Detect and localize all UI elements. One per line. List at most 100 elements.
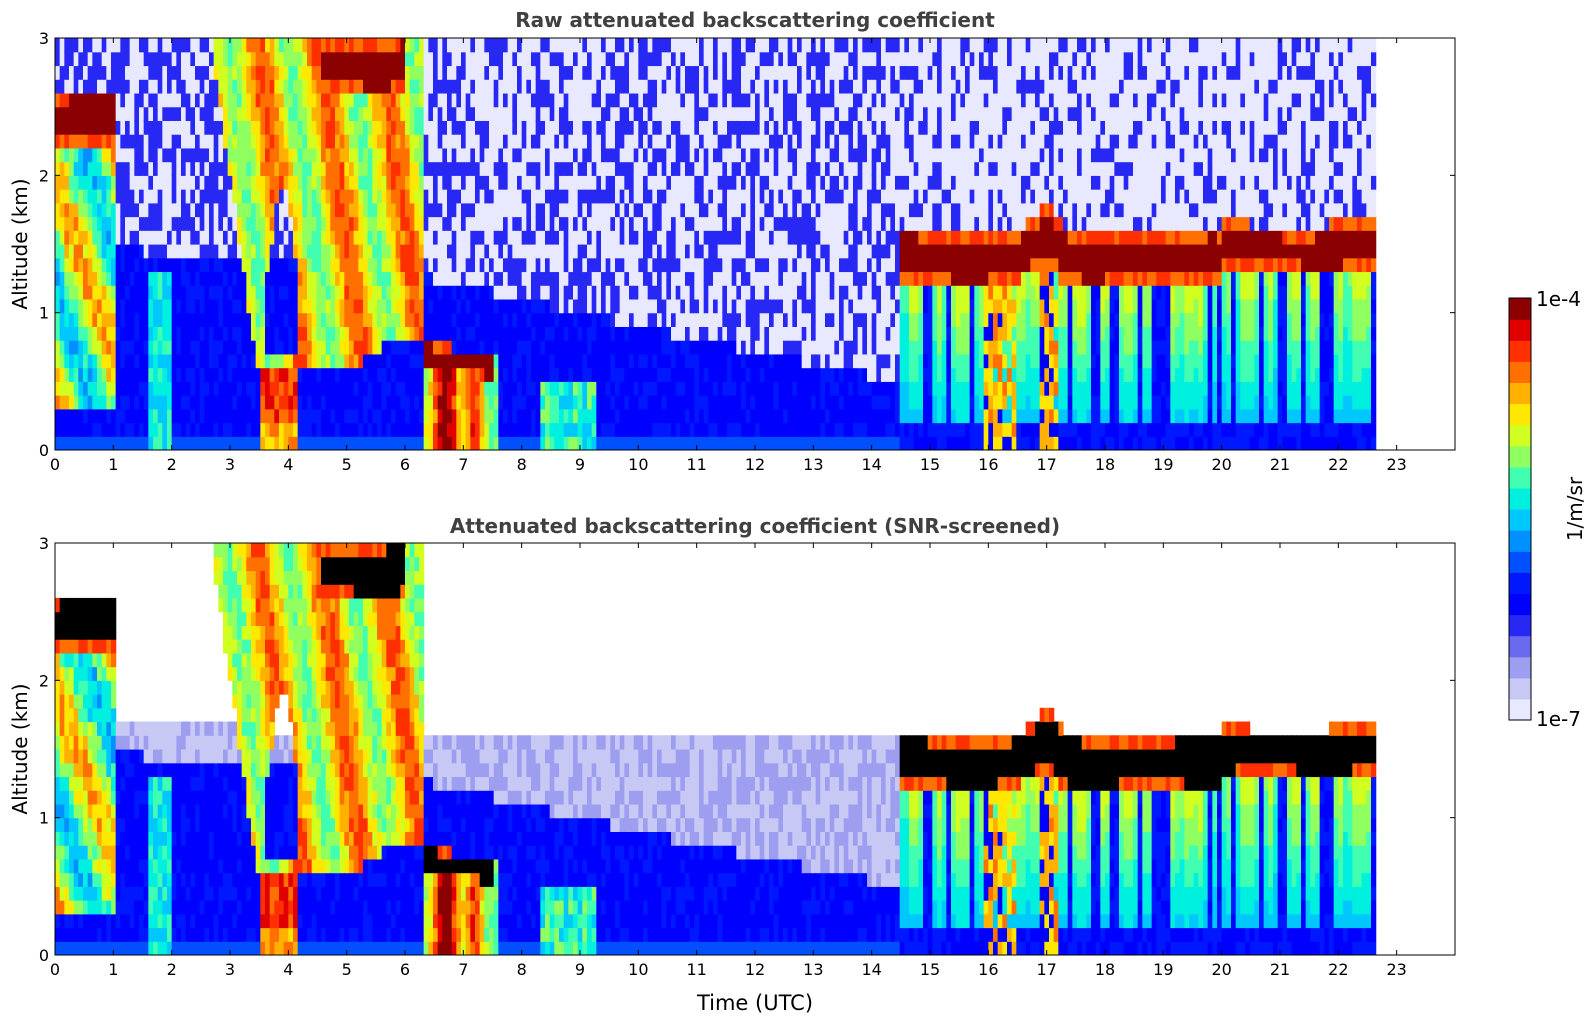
heatmap-cell [447, 202, 453, 218]
heatmap-cell [73, 244, 79, 259]
heatmap-cell [218, 147, 224, 163]
heatmap-cell [386, 312, 392, 327]
heatmap-cell [773, 202, 779, 218]
heatmap-cell [689, 216, 695, 231]
heatmap-cell [325, 367, 331, 382]
heatmap-cell [489, 244, 495, 259]
heatmap-cell [307, 51, 313, 67]
heatmap-cell [176, 298, 182, 314]
heatmap-cell [423, 161, 429, 176]
heatmap-cell [773, 381, 779, 396]
heatmap-cell [535, 340, 541, 355]
heatmap-cell [181, 381, 187, 396]
heatmap-cell [78, 147, 84, 163]
heatmap-cell [727, 106, 733, 121]
heatmap-cell [736, 422, 742, 437]
heatmap-cell [465, 92, 471, 108]
heatmap-cell [769, 326, 775, 341]
heatmap-cell [241, 367, 247, 382]
heatmap-cell [339, 202, 345, 218]
heatmap-cell [381, 353, 387, 369]
heatmap-cell [69, 175, 75, 190]
heatmap-cell [293, 161, 299, 176]
heatmap-cell [78, 92, 84, 108]
heatmap-cell [759, 189, 765, 204]
heatmap-cell [115, 340, 121, 355]
heatmap-cell [675, 65, 681, 80]
heatmap-cell [638, 381, 644, 396]
heatmap-cell [405, 381, 411, 396]
heatmap-cell [325, 134, 331, 149]
heatmap-cell [55, 353, 61, 369]
heatmap-cell [694, 79, 700, 94]
heatmap-cell [601, 285, 607, 300]
heatmap-cell [498, 216, 504, 231]
heatmap-cell [540, 408, 546, 424]
heatmap-cell [531, 189, 537, 204]
heatmap-cell [722, 381, 728, 396]
heatmap-cell [97, 326, 103, 341]
heatmap-cell [498, 353, 504, 369]
heatmap-cell [302, 353, 308, 369]
heatmap-cell [568, 79, 574, 94]
heatmap-cell [423, 79, 429, 94]
heatmap-cell [92, 79, 98, 94]
heatmap-cell [470, 79, 476, 94]
heatmap-cell [386, 285, 392, 300]
heatmap-cell [344, 79, 350, 94]
heatmap-cell [442, 106, 448, 121]
heatmap-cell [498, 65, 504, 80]
heatmap-cell [484, 326, 490, 341]
heatmap-cell [134, 202, 140, 218]
heatmap-cell [353, 120, 359, 135]
heatmap-cell [638, 230, 644, 245]
heatmap-cell [815, 175, 821, 190]
heatmap-cell [274, 147, 280, 163]
heatmap-cell [241, 408, 247, 424]
heatmap-cell [549, 285, 555, 300]
heatmap-cell [55, 436, 61, 450]
heatmap-cell [120, 38, 126, 53]
heatmap-cell [815, 216, 821, 231]
heatmap-cell [479, 244, 485, 259]
heatmap-cell [111, 422, 117, 437]
heatmap-cell [517, 285, 523, 300]
heatmap-cell [400, 395, 406, 410]
heatmap-cell [484, 312, 490, 327]
heatmap-cell [190, 326, 196, 341]
heatmap-cell [825, 395, 831, 410]
heatmap-cell [400, 134, 406, 149]
heatmap-cell [825, 134, 831, 149]
heatmap-cell [218, 161, 224, 176]
heatmap-cell [405, 285, 411, 300]
heatmap-cell [414, 65, 420, 80]
heatmap-cell [423, 189, 429, 204]
heatmap-cell [423, 257, 429, 273]
heatmap-cell [223, 120, 229, 135]
heatmap-cell [274, 230, 280, 245]
heatmap-cell [666, 271, 672, 286]
heatmap-cell [307, 353, 313, 369]
heatmap-cell [353, 340, 359, 355]
heatmap-cell [465, 422, 471, 437]
heatmap-cell [423, 381, 429, 396]
heatmap-cell [521, 216, 527, 231]
heatmap-cell [643, 381, 649, 396]
heatmap-cell [83, 38, 89, 53]
heatmap-cell [246, 92, 252, 108]
heatmap-cell [78, 79, 84, 94]
heatmap-cell [769, 106, 775, 121]
heatmap-cell [666, 367, 672, 382]
heatmap-cell [610, 38, 616, 53]
heatmap-cell [638, 326, 644, 341]
heatmap-cell [349, 147, 355, 163]
heatmap-cell [73, 271, 79, 286]
heatmap-cell [260, 189, 266, 204]
heatmap-cell [507, 120, 513, 135]
heatmap-cell [139, 38, 145, 53]
heatmap-cell [274, 367, 280, 382]
heatmap-cell [195, 422, 201, 437]
heatmap-cell [708, 340, 714, 355]
heatmap-cell [498, 422, 504, 437]
heatmap-cell [685, 161, 691, 176]
